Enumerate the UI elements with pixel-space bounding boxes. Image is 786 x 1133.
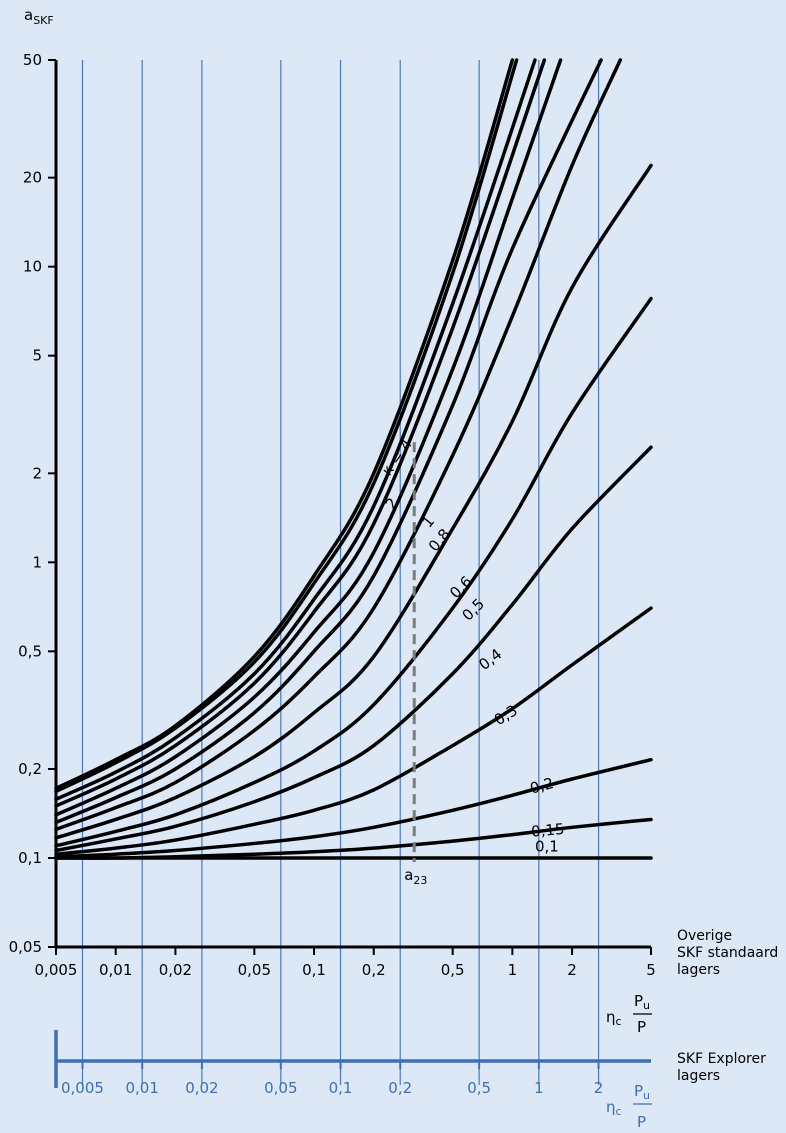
svg-text:ηc: ηc: [606, 1008, 622, 1028]
curve-label: 0,4: [475, 645, 505, 674]
svg-text:SKF Explorer: SKF Explorer: [677, 1051, 766, 1067]
explorer-tick-label: 0,05: [264, 1079, 297, 1097]
curve-label: 0,2: [528, 774, 556, 798]
explorer-tick-label: 0,02: [185, 1079, 218, 1097]
explorer-tick-label: 2: [594, 1079, 604, 1097]
vertical-gridlines: [81, 60, 600, 1085]
x-axis-label-standard: ηc Pu P: [606, 992, 652, 1036]
y-axis-label: aSKF: [24, 6, 54, 27]
curves: [54, 58, 653, 860]
curve-label: 0,5: [458, 595, 488, 625]
axis-explorer-label: SKF Explorer lagers: [677, 1051, 766, 1084]
svg-text:Pu: Pu: [634, 1082, 650, 1102]
curve-series-8: [54, 296, 653, 848]
curve-series-1: [54, 58, 519, 794]
a23-marker: a23: [404, 442, 427, 887]
y-tick-label: 10: [23, 258, 42, 276]
y-tick-label: 0,5: [18, 642, 42, 660]
x-tick-label: 0,05: [238, 961, 271, 979]
svg-text:lagers: lagers: [677, 1068, 720, 1084]
curve-series-11: [54, 757, 653, 859]
svg-text:lagers: lagers: [677, 962, 720, 978]
curve-label: 1: [418, 512, 438, 531]
curve-series-4: [54, 58, 563, 817]
curve-label: 0,1: [535, 838, 559, 856]
explorer-tick-label: 0,5: [467, 1079, 491, 1097]
svg-text:Pu: Pu: [634, 992, 650, 1012]
x-axis-label-explorer: ηc Pu P: [606, 1082, 652, 1131]
svg-text:SKF standaard: SKF standaard: [677, 945, 778, 961]
x-tick-label: 2: [567, 961, 577, 979]
explorer-tick-label: 0,01: [125, 1079, 158, 1097]
y-tick-label: 5: [32, 347, 42, 365]
svg-text:Overige: Overige: [677, 928, 732, 944]
svg-text:P: P: [637, 1018, 646, 1036]
y-tick-label: 0,2: [18, 760, 42, 778]
y-tick-label: 0,05: [9, 938, 42, 956]
y-ticks: 50 20 10 5 2 1 0,5 0,2 0,1 0,05: [9, 51, 56, 956]
curve-series-7: [54, 163, 653, 840]
x-tick-label: 0,2: [362, 961, 386, 979]
curve-series-9: [54, 445, 653, 853]
svg-text:P: P: [637, 1113, 646, 1131]
curve-series-0: [54, 58, 515, 791]
explorer-tick-label: 0,005: [61, 1079, 104, 1097]
explorer-tick-label: 0,2: [388, 1079, 412, 1097]
marker-label: a23: [404, 866, 427, 887]
x-tick-label: 1: [508, 961, 518, 979]
explorer-tick-label: 1: [534, 1079, 544, 1097]
axis-standard-label: Overige SKF standaard lagers: [677, 928, 778, 978]
x-tick-label: 5: [646, 961, 656, 979]
y-tick-label: 50: [23, 51, 42, 69]
curve-series-10: [54, 606, 653, 856]
x-ticks-standard: 0,005 0,01 0,02 0,05 0,1 0,2 0,5 1 2 5: [35, 947, 656, 979]
x-tick-label: 0,1: [302, 961, 326, 979]
x-tick-label: 0,01: [99, 961, 132, 979]
y-tick-label: 0,1: [18, 849, 42, 867]
y-tick-label: 20: [23, 169, 42, 187]
curve-series-5: [54, 58, 603, 825]
svg-text:ηc: ηc: [606, 1098, 622, 1118]
x-tick-label: 0,005: [35, 961, 78, 979]
explorer-tick-label: 0,1: [329, 1079, 353, 1097]
axes: [54, 60, 651, 1088]
x-tick-label: 0,02: [159, 961, 192, 979]
curve-series-2: [54, 58, 537, 802]
x-tick-label: 0,5: [441, 961, 465, 979]
x-ticks-explorer: 0,005 0,01 0,02 0,05 0,1 0,2 0,5 1 2: [61, 1061, 603, 1097]
y-tick-label: 2: [32, 464, 42, 482]
y-tick-label: 1: [32, 553, 42, 571]
curve-series-6: [54, 58, 623, 832]
curve-label: 0,15: [530, 820, 565, 841]
curve-series-3: [54, 58, 547, 808]
